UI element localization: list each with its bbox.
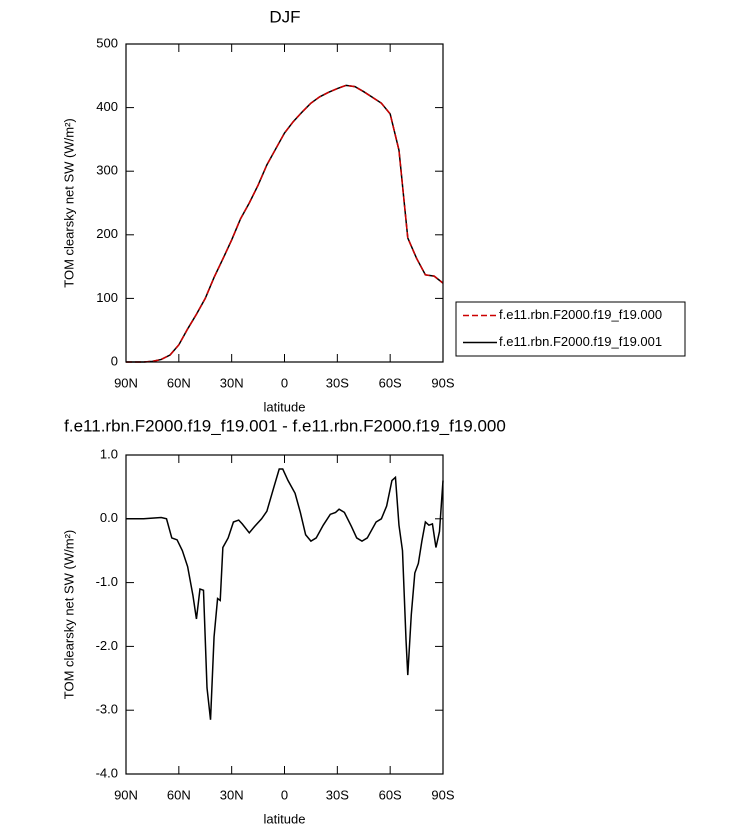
legend-label: f.e11.rbn.F2000.f19_f19.001 — [499, 334, 662, 349]
data-line — [126, 84, 444, 363]
plot-frame — [125, 454, 444, 775]
x-tick-label: 60N — [167, 375, 191, 390]
y-axis-label: TOM clearsky net SW (W/m²) — [61, 118, 76, 287]
y-axis-label: TOM clearsky net SW (W/m²) — [61, 530, 76, 699]
y-tick-label: -4.0 — [96, 765, 118, 780]
x-tick-label: 30S — [326, 375, 349, 390]
legend-box — [455, 301, 686, 357]
data-line — [126, 84, 444, 363]
y-tick-label: -3.0 — [96, 702, 118, 717]
x-tick-label: 90S — [431, 787, 454, 802]
x-tick-label: 90N — [114, 375, 138, 390]
x-tick-label: 0 — [281, 787, 288, 802]
x-tick-label: 30N — [220, 375, 244, 390]
y-tick-label: 300 — [96, 163, 118, 178]
x-axis-label: latitude — [264, 811, 306, 826]
x-tick-label: 60S — [379, 375, 402, 390]
x-tick-label: 90S — [431, 375, 454, 390]
legend-label: f.e11.rbn.F2000.f19_f19.000 — [499, 307, 662, 322]
x-axis-label: latitude — [264, 399, 306, 414]
data-line — [126, 468, 444, 720]
chart-title: f.e11.rbn.F2000.f19_f19.001 - f.e11.rbn.… — [64, 416, 506, 435]
x-tick-label: 30S — [326, 787, 349, 802]
y-tick-label: 0.0 — [100, 510, 118, 525]
x-tick-label: 60S — [379, 787, 402, 802]
chart-title: DJF — [269, 7, 300, 26]
y-tick-label: -2.0 — [96, 638, 118, 653]
y-tick-label: 0 — [111, 353, 118, 368]
x-tick-label: 90N — [114, 787, 138, 802]
y-tick-label: 200 — [96, 226, 118, 241]
x-tick-label: 60N — [167, 787, 191, 802]
y-tick-label: -1.0 — [96, 574, 118, 589]
y-tick-label: 500 — [96, 35, 118, 50]
y-tick-label: 400 — [96, 99, 118, 114]
y-tick-label: 1.0 — [100, 446, 118, 461]
x-tick-label: 0 — [281, 375, 288, 390]
x-tick-label: 30N — [220, 787, 244, 802]
plot-frame — [125, 43, 444, 363]
y-tick-label: 100 — [96, 290, 118, 305]
